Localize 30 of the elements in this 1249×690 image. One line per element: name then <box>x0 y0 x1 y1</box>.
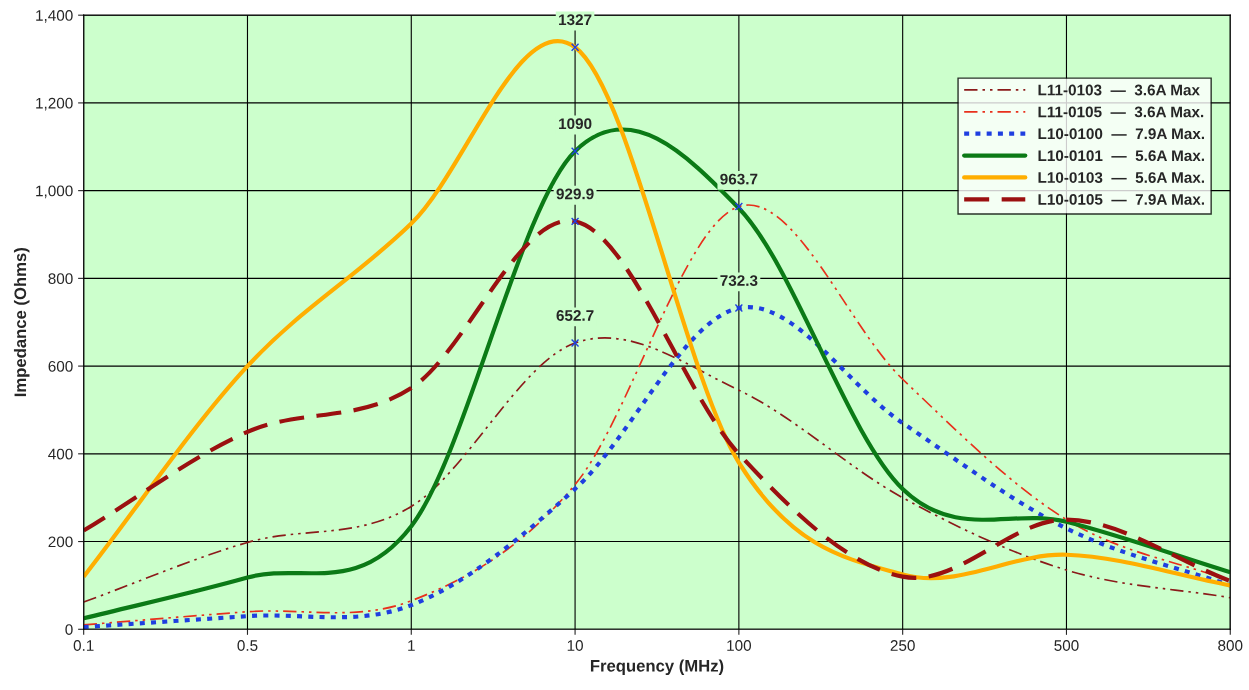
legend-label: L10-0100 — 7.9A Max. <box>1038 128 1205 140</box>
x-tick-label: 10 <box>567 640 583 651</box>
data-label: 1090 <box>559 118 592 130</box>
legend-label: L11-0105 — 3.6A Max. <box>1038 106 1204 118</box>
legend-label: L10-0105 — 7.9A Max. <box>1038 194 1205 205</box>
data-label: 1327 <box>559 14 592 26</box>
x-tick-label: 800 <box>1218 640 1243 651</box>
x-tick-label: 500 <box>1054 640 1079 651</box>
x-tick-label: 0.5 <box>237 640 258 651</box>
legend-label: L10-0101 — 5.6A Max. <box>1038 150 1205 162</box>
x-tick-label: 250 <box>890 640 915 651</box>
legend-label: L10-0103 — 5.6A Max. <box>1038 172 1205 183</box>
x-tick-label: 0.1 <box>73 640 94 651</box>
y-tick-label: 200 <box>48 536 73 548</box>
y-tick-label: 1,400 <box>36 10 73 23</box>
x-axis-title: Frequency (MHz) <box>590 659 724 676</box>
y-tick-label: 600 <box>48 360 73 372</box>
data-label: 652.7 <box>556 310 594 321</box>
y-tick-label: 1,000 <box>36 185 73 199</box>
x-tick-label: 1 <box>408 640 415 651</box>
data-label: 732.3 <box>720 275 758 287</box>
legend-label: L11-0103 — 3.6A Max <box>1038 84 1200 96</box>
data-label: 929.9 <box>556 188 594 200</box>
y-tick-label: 1,200 <box>36 97 73 111</box>
x-tick-label: 100 <box>727 640 752 651</box>
y-tick-label: 400 <box>48 448 73 460</box>
data-label: 963.7 <box>720 173 758 185</box>
y-tick-label: 0 <box>65 624 73 635</box>
y-tick-label: 800 <box>48 273 73 285</box>
y-axis-title: Impedance (Ohms) <box>13 248 30 397</box>
